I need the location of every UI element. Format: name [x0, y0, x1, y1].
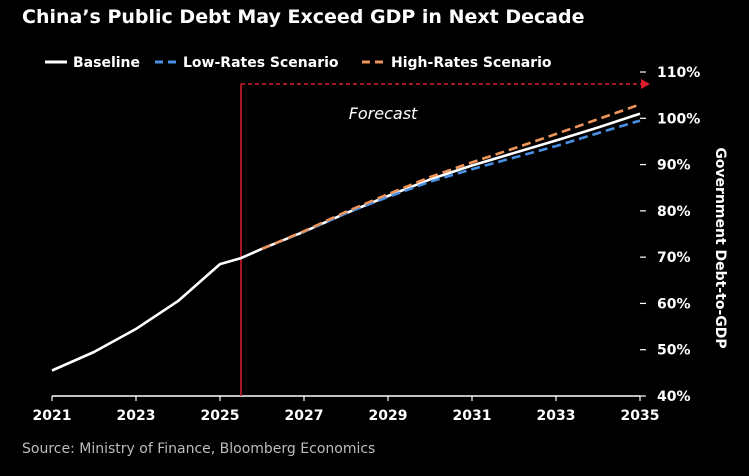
source-note: Source: Ministry of Finance, Bloomberg E…: [22, 441, 376, 457]
y-tick-label: 90%: [657, 158, 691, 174]
series-line-baseline: [51, 112, 641, 372]
legend: Baseline Low-Rates Scenario High-Rates Sce…: [45, 55, 552, 71]
legend-label: High-Rates Scenario: [391, 55, 552, 71]
x-tick-label: 2029: [369, 408, 408, 424]
series-line-high-rates-scenario: [261, 103, 641, 250]
y-axis: 40% 50% 60% 70% 80% 90% 100% 110%: [640, 65, 700, 405]
x-tick-label: 2025: [201, 408, 240, 424]
x-tick-label: 2021: [33, 408, 72, 424]
y-tick-label: 100%: [657, 111, 700, 127]
y-tick-label: 40%: [657, 389, 691, 405]
series-line-low-rates-scenario: [261, 119, 641, 251]
series-group: [51, 103, 641, 372]
legend-label: Low-Rates Scenario: [183, 55, 339, 71]
y-tick-label: 70%: [657, 250, 691, 266]
x-tick-label: 2031: [453, 408, 492, 424]
chart-title: China’s Public Debt May Exceed GDP in Ne…: [22, 6, 585, 28]
y-tick-label: 50%: [657, 343, 691, 359]
forecast-arrow-icon: [641, 79, 650, 89]
x-tick-label: 2027: [285, 408, 324, 424]
y-tick-label: 60%: [657, 296, 691, 312]
legend-label: Baseline: [73, 55, 140, 71]
y-tick-label: 80%: [657, 204, 691, 220]
forecast-annotation: Forecast: [349, 104, 418, 123]
x-axis: 2021 2023 2025 2027 2029 2031 2033 2035: [33, 395, 660, 424]
x-tick-label: 2033: [537, 408, 576, 424]
x-tick-label: 2035: [621, 408, 660, 424]
y-tick-label: 110%: [657, 65, 700, 81]
x-tick-label: 2023: [117, 408, 156, 424]
y-axis-title: Government Debt-to-GDP: [712, 147, 728, 348]
forecast-marker: [240, 79, 650, 396]
